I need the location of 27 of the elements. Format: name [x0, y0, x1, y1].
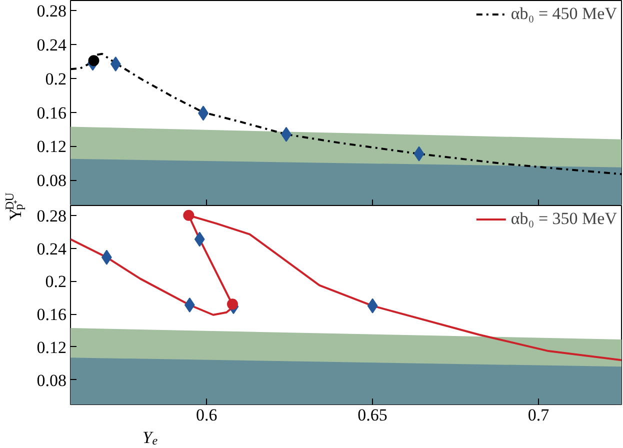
y-tick-label: 0.16	[36, 305, 66, 324]
x-tick-label: 0.65	[358, 406, 388, 424]
y-tick-label: 0.2	[45, 272, 66, 292]
point	[226, 298, 238, 310]
y-tick-label: 0.2	[45, 69, 66, 88]
point	[183, 210, 194, 221]
point	[88, 55, 100, 66]
y-tick-label: 0.08	[36, 171, 66, 190]
x-tick-label: 0.6	[196, 406, 218, 424]
y-tick-label: 0.24	[36, 239, 67, 258]
y-tick-label: 0.28	[36, 2, 66, 21]
y-tick-label: 0.12	[36, 338, 66, 357]
y-tick-label: 0.24	[36, 36, 67, 55]
y-tick-label: 0.28	[36, 206, 66, 226]
point	[367, 298, 378, 314]
point	[184, 298, 195, 312]
x-tick-label: 0.7	[528, 406, 550, 424]
point	[414, 146, 424, 162]
point	[194, 232, 205, 247]
y-tick-label: 0.08	[36, 370, 66, 390]
legend-label: αb₀ = 450 MeV	[510, 4, 617, 24]
y-tick-label: 0.16	[36, 103, 66, 122]
point	[110, 56, 121, 72]
y-axis-title: Yp⁺DU	[2, 192, 26, 220]
legend-label: αb₀ = 350 MeV	[510, 209, 617, 229]
y-tick-label: 0.12	[36, 137, 66, 156]
x-axis-title: Ye	[142, 428, 158, 448]
